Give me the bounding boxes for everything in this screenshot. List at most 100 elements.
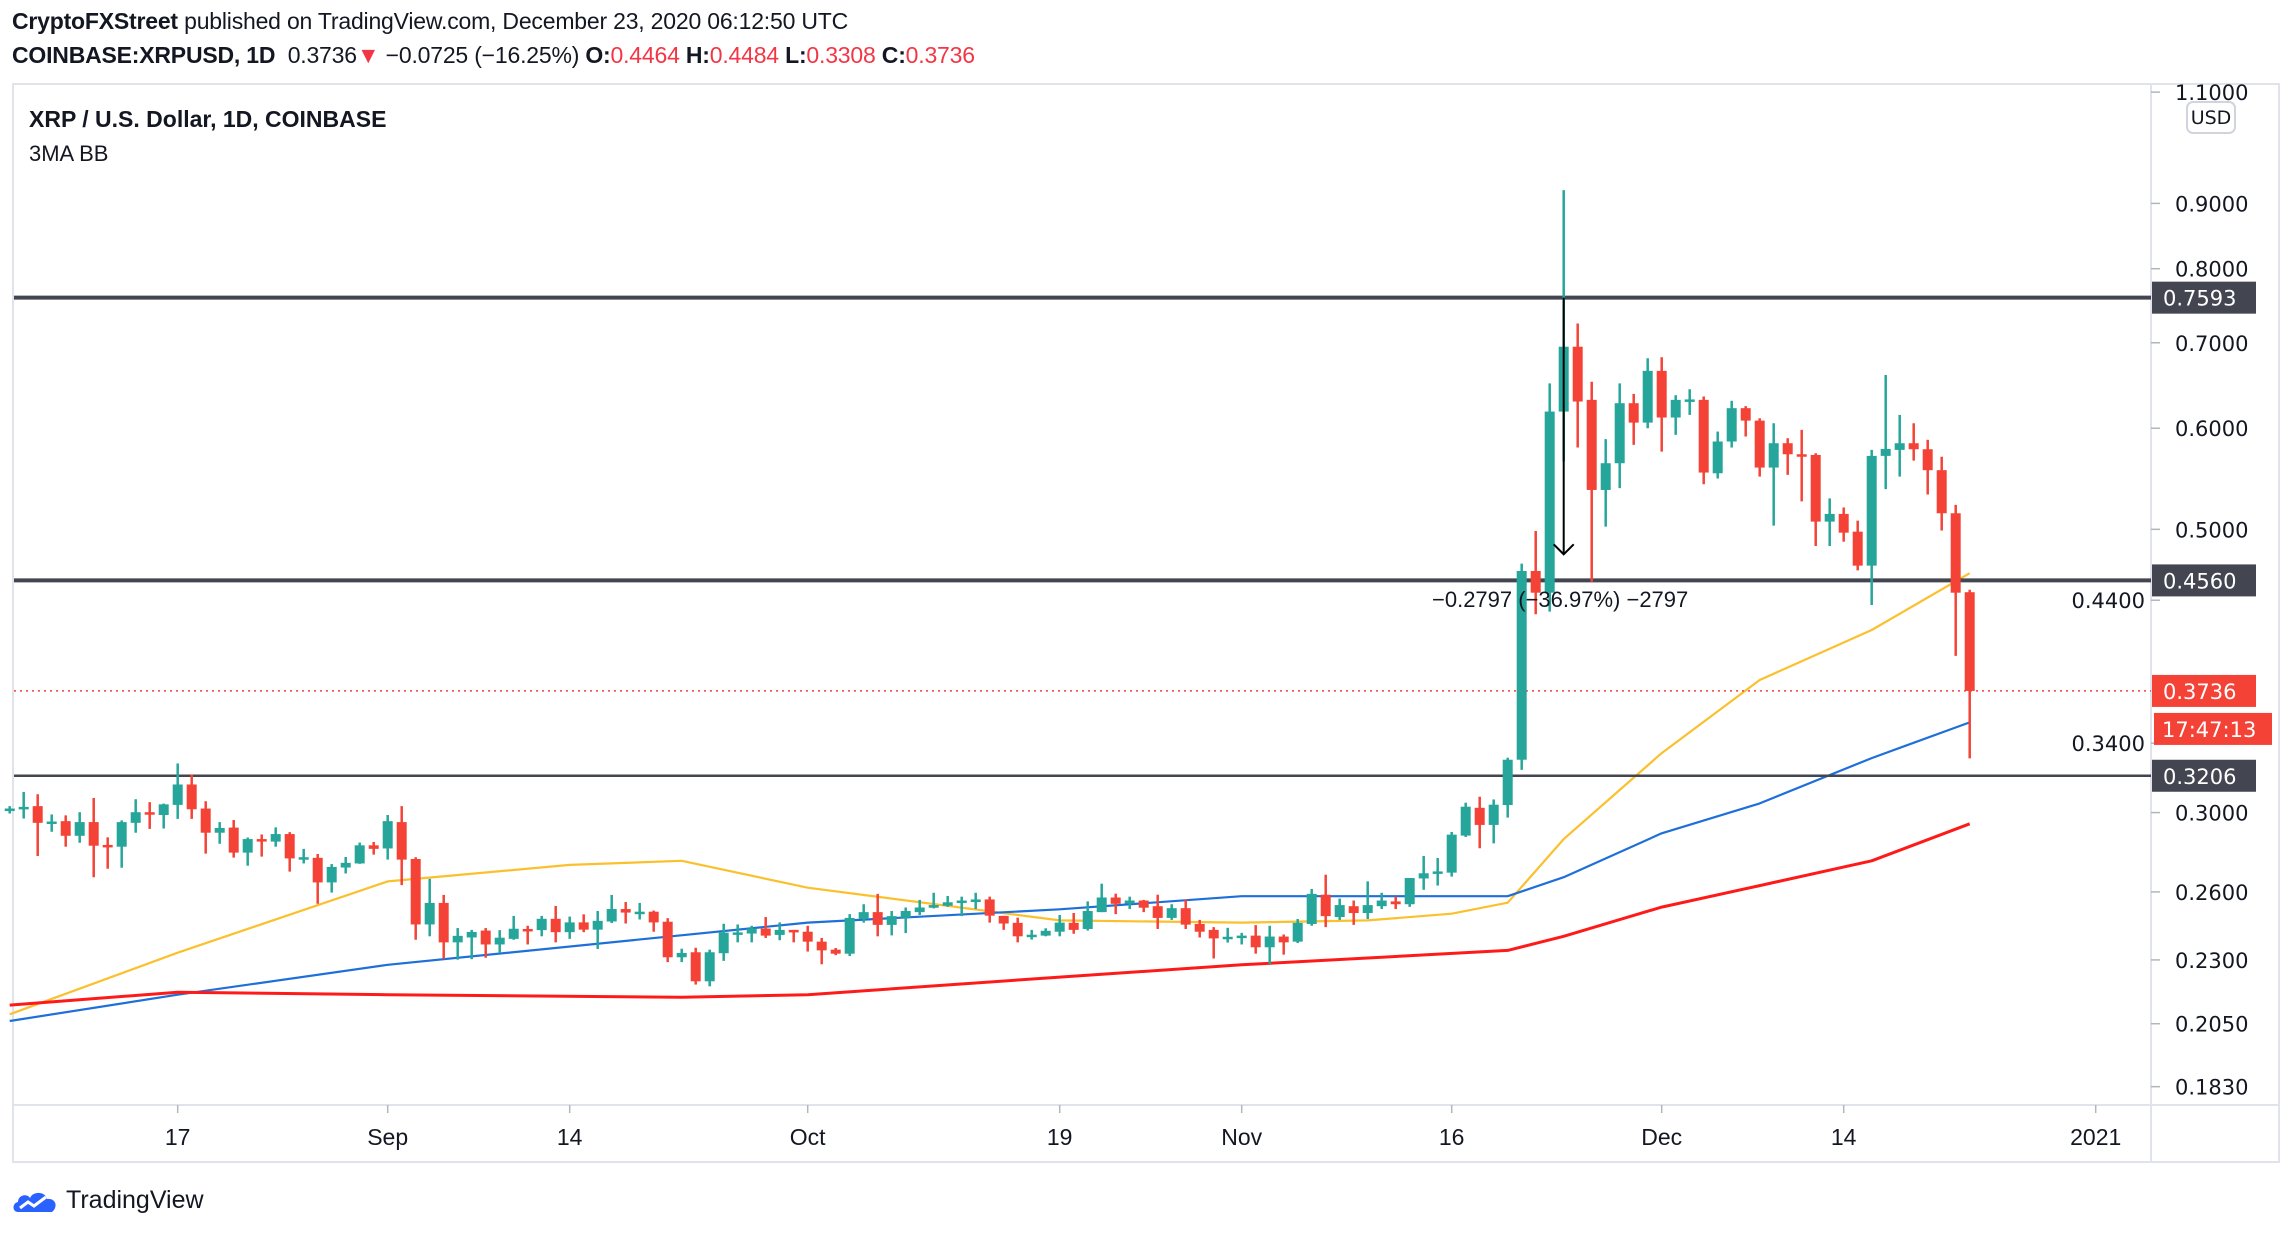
candle[interactable]	[1460, 802, 1471, 837]
candle[interactable]	[1390, 896, 1401, 910]
candle[interactable]	[1418, 856, 1429, 890]
candle[interactable]	[550, 905, 561, 943]
candle[interactable]	[1334, 898, 1345, 920]
candle[interactable]	[634, 902, 645, 920]
candle[interactable]	[1502, 757, 1513, 818]
currency-button[interactable]: USD	[2186, 101, 2236, 134]
candle[interactable]	[452, 928, 463, 960]
candle[interactable]	[620, 902, 631, 924]
candle[interactable]	[1026, 929, 1037, 940]
candle[interactable]	[32, 794, 43, 857]
candle[interactable]	[1082, 901, 1093, 931]
candle[interactable]	[340, 857, 351, 874]
candle[interactable]	[1894, 414, 1905, 477]
moving-average-ma-fast[interactable]	[9, 572, 1971, 1016]
candle[interactable]	[1278, 934, 1289, 955]
candle[interactable]	[480, 928, 491, 958]
candle[interactable]	[46, 814, 57, 832]
candle[interactable]	[746, 925, 757, 943]
candle[interactable]	[1586, 381, 1597, 582]
candle[interactable]	[774, 922, 785, 941]
candle[interactable]	[1600, 439, 1611, 527]
candle[interactable]	[1110, 893, 1121, 915]
candle[interactable]	[522, 925, 533, 945]
candle[interactable]	[200, 801, 211, 854]
candle[interactable]	[1908, 423, 1919, 461]
candle[interactable]	[1264, 925, 1275, 965]
candle[interactable]	[1614, 383, 1625, 489]
candle[interactable]	[1726, 400, 1737, 448]
candle[interactable]	[788, 929, 799, 943]
candle[interactable]	[116, 820, 127, 868]
candle[interactable]	[1306, 888, 1317, 926]
candle[interactable]	[648, 910, 659, 932]
candle[interactable]	[1166, 904, 1177, 920]
candle[interactable]	[1768, 423, 1779, 526]
candle[interactable]	[410, 857, 421, 940]
candle[interactable]	[326, 864, 337, 893]
time-axis[interactable]: 17 Sep 14 Oct 19 Nov 16 Dec 14 2021	[165, 1105, 2121, 1150]
candle[interactable]	[1194, 919, 1205, 938]
candle[interactable]	[424, 878, 435, 937]
candle[interactable]	[1320, 874, 1331, 928]
candle[interactable]	[1964, 589, 1975, 759]
candle[interactable]	[1516, 563, 1527, 770]
candle[interactable]	[1740, 406, 1751, 437]
candle[interactable]	[368, 841, 379, 855]
candle[interactable]	[144, 802, 155, 829]
candle[interactable]	[732, 924, 743, 943]
candle[interactable]	[760, 917, 771, 938]
candle[interactable]	[172, 763, 183, 819]
candle[interactable]	[690, 947, 701, 985]
candle[interactable]	[1488, 799, 1499, 844]
candle[interactable]	[1040, 928, 1051, 937]
candle[interactable]	[606, 894, 617, 924]
candle[interactable]	[1824, 498, 1835, 546]
candle[interactable]	[984, 896, 995, 923]
candle[interactable]	[102, 837, 113, 869]
candle[interactable]	[1348, 900, 1359, 925]
candle[interactable]	[396, 806, 407, 886]
candle[interactable]	[844, 914, 855, 957]
candle[interactable]	[970, 892, 981, 910]
candle[interactable]	[1530, 530, 1541, 615]
candle[interactable]	[718, 923, 729, 961]
moving-average-ma-mid[interactable]	[9, 721, 1971, 1023]
candle[interactable]	[88, 797, 99, 878]
candle[interactable]	[578, 914, 589, 933]
candle[interactable]	[998, 915, 1009, 930]
candle[interactable]	[872, 893, 883, 937]
candle[interactable]	[354, 842, 365, 864]
candle[interactable]	[802, 925, 813, 952]
candle[interactable]	[1628, 393, 1639, 445]
chart-title[interactable]: XRP / U.S. Dollar, 1D, COINBASE	[29, 106, 387, 132]
candle[interactable]	[1544, 383, 1555, 612]
candle[interactable]	[1572, 323, 1583, 448]
candle[interactable]	[1698, 396, 1709, 485]
candle[interactable]	[1180, 899, 1191, 929]
candle[interactable]	[830, 947, 841, 956]
candle[interactable]	[1250, 925, 1261, 954]
candle[interactable]	[928, 892, 939, 909]
candle[interactable]	[312, 854, 323, 904]
candle[interactable]	[1474, 796, 1485, 849]
candle[interactable]	[466, 929, 477, 960]
candle[interactable]	[1432, 858, 1443, 886]
candle[interactable]	[382, 814, 393, 860]
candle[interactable]	[1012, 917, 1023, 943]
candle[interactable]	[1152, 894, 1163, 929]
candle[interactable]	[1810, 453, 1821, 546]
candle[interactable]	[158, 803, 169, 829]
candle[interactable]	[214, 822, 225, 844]
candle[interactable]	[1852, 520, 1863, 571]
candle[interactable]	[494, 930, 505, 954]
moving-average-ma-slow[interactable]	[9, 822, 1971, 1007]
candle[interactable]	[1054, 915, 1065, 937]
candle[interactable]	[1866, 449, 1877, 606]
candle[interactable]	[1754, 418, 1765, 477]
candle[interactable]	[4, 806, 15, 814]
candle[interactable]	[60, 815, 71, 847]
candle[interactable]	[816, 937, 827, 965]
candle[interactable]	[914, 899, 925, 916]
